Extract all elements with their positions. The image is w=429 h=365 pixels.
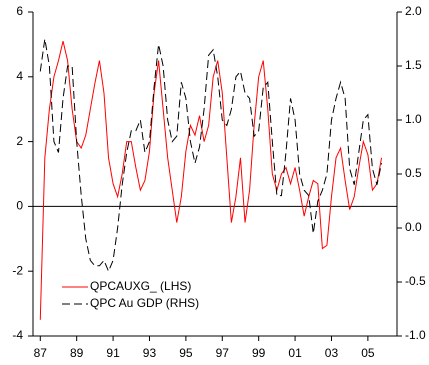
y-tick-label: -4 bbox=[12, 328, 23, 342]
legend-label: QPCAUXG_ (LHS) bbox=[90, 279, 191, 293]
y-tick-label: -2 bbox=[12, 263, 23, 277]
series-line bbox=[39, 38, 383, 273]
y2-tick-label: 0.0 bbox=[405, 220, 422, 234]
y-tick-label: 2 bbox=[16, 134, 23, 148]
x-tick-label: 95 bbox=[179, 346, 193, 360]
x-tick-label: 03 bbox=[325, 346, 339, 360]
x-tick-label: 97 bbox=[216, 346, 230, 360]
x-tick-label: 01 bbox=[288, 346, 302, 360]
series-line bbox=[39, 41, 383, 320]
y2-tick-label: 0.5 bbox=[405, 166, 422, 180]
y-tick-label: 6 bbox=[16, 4, 23, 18]
x-tick-label: 87 bbox=[34, 346, 48, 360]
y2-tick-label: 1.0 bbox=[405, 112, 422, 126]
y2-tick-label: -1.0 bbox=[405, 328, 426, 342]
y2-tick-label: 1.5 bbox=[405, 58, 422, 72]
y2-tick-label: -0.5 bbox=[405, 274, 426, 288]
x-tick-label: 05 bbox=[361, 346, 375, 360]
x-tick-label: 99 bbox=[252, 346, 266, 360]
x-tick-label: 93 bbox=[143, 346, 157, 360]
y-tick-label: 4 bbox=[16, 69, 23, 83]
y2-tick-label: 2.0 bbox=[405, 4, 422, 18]
y-tick-label: 0 bbox=[16, 199, 23, 213]
legend-label: QPC Au GDP (RHS) bbox=[90, 296, 199, 310]
x-tick-label: 91 bbox=[106, 346, 120, 360]
x-tick-label: 89 bbox=[70, 346, 84, 360]
